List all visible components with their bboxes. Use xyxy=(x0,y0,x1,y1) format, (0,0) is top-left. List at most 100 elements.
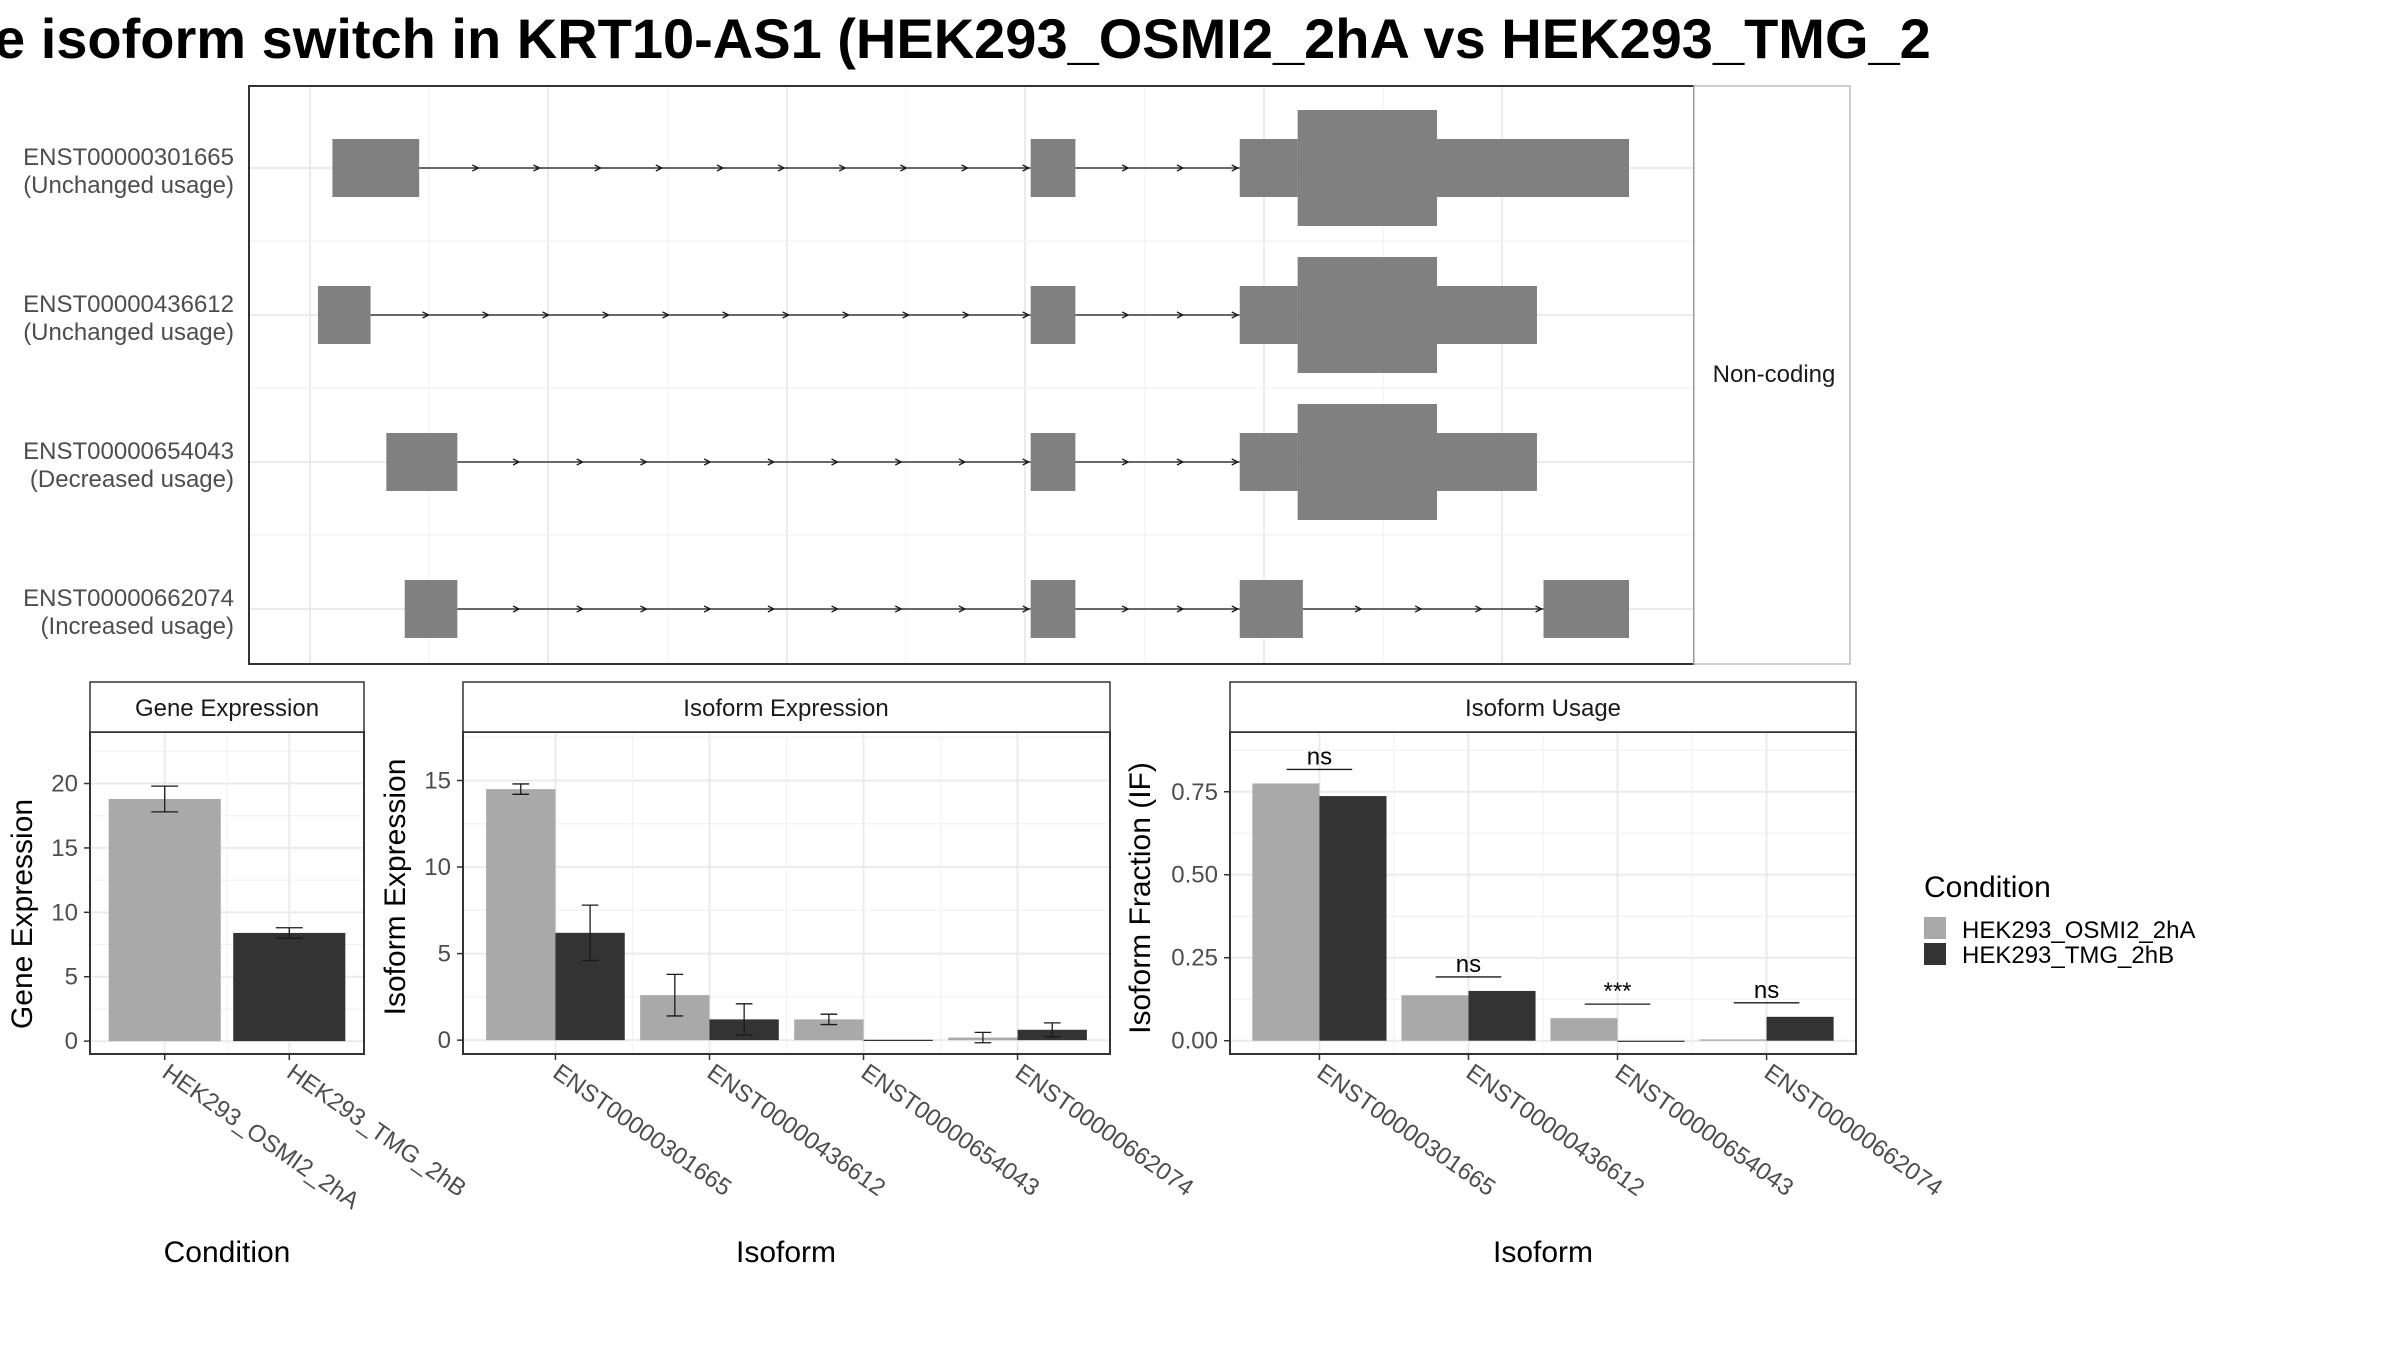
isoform-expression-y-tick-label: 10 xyxy=(424,854,451,881)
utr-exon xyxy=(1437,139,1629,197)
gene-expression-bar xyxy=(233,932,346,1042)
intron-arrow xyxy=(1022,164,1031,172)
intron-arrow xyxy=(594,164,603,172)
structure-strip xyxy=(1693,85,1851,665)
utr-exon xyxy=(1239,580,1303,638)
intron-arrow xyxy=(1176,164,1185,172)
isoform-expression-bar xyxy=(486,789,556,1041)
intron-arrow xyxy=(900,164,908,172)
isoform-usage-significance-label: ns xyxy=(1754,977,1779,1004)
intron-arrow xyxy=(1231,605,1240,613)
intron-arrow xyxy=(958,458,967,466)
utr-exon xyxy=(1437,433,1537,491)
intron-arrow xyxy=(767,605,776,613)
intron-arrow xyxy=(961,164,969,172)
intron-arrow xyxy=(894,458,903,466)
isoform-usage-status: (Decreased usage) xyxy=(30,466,234,493)
legend-label-b: HEK293_TMG_2hB xyxy=(1962,942,2174,969)
intron-arrow xyxy=(716,164,725,172)
intron-arrow xyxy=(662,311,671,319)
intron-arrow xyxy=(576,458,585,466)
intron-arrow xyxy=(512,605,521,613)
intron-arrow xyxy=(576,605,585,613)
isoform-expression-y-tick-label: 0 xyxy=(438,1027,451,1054)
utr-exon xyxy=(1239,433,1298,491)
intron-arrow xyxy=(1121,164,1130,172)
intron-arrow xyxy=(1176,458,1185,466)
intron-arrow xyxy=(482,311,491,319)
utr-exon xyxy=(404,580,458,638)
isoform-usage-bar xyxy=(1252,783,1320,1041)
legend-label-a: HEK293_OSMI2_2hA xyxy=(1962,917,2195,944)
gene-expression-x-tick-label: HEK293_OSMI2_2hA xyxy=(157,1059,364,1215)
intron-arrow xyxy=(602,311,611,319)
isoform-usage-strip-label: Isoform Usage xyxy=(1465,695,1621,722)
utr-exon xyxy=(1543,580,1629,638)
isoform-usage-x-title: Isoform xyxy=(1493,1236,1593,1269)
intron-arrow xyxy=(1535,605,1543,613)
isoform-usage-y-tick-label: 0.00 xyxy=(1171,1028,1218,1055)
intron-arrow xyxy=(894,605,903,613)
intron-arrow xyxy=(1176,311,1185,319)
intron-arrow xyxy=(1121,458,1130,466)
intron-arrow xyxy=(831,458,840,466)
isoform-label: ENST00000301665 xyxy=(23,144,234,171)
coding-exon xyxy=(1297,257,1438,373)
legend-title: Condition xyxy=(1924,871,2051,904)
intron-arrow xyxy=(640,605,648,613)
isoform-expression-bar xyxy=(794,1019,864,1041)
intron-arrow xyxy=(1231,164,1240,172)
condition-legend: Condition HEK293_OSMI2_2hA HEK293_TMG_2h… xyxy=(1924,871,2195,969)
isoform-usage-y-tick-label: 0.75 xyxy=(1171,779,1218,806)
intron-arrow xyxy=(640,458,648,466)
gene-expression-bar xyxy=(108,798,221,1042)
isoform-usage-status: (Unchanged usage) xyxy=(23,172,234,199)
isoform-expression-y-tick-label: 15 xyxy=(424,767,451,794)
gene-expression-y-tick-label: 0 xyxy=(65,1028,78,1055)
intron-arrow xyxy=(1121,311,1130,319)
intron-arrow xyxy=(1022,605,1031,613)
isoform-expression-bar xyxy=(863,1039,933,1042)
intron-arrow xyxy=(422,311,431,319)
intron-arrow xyxy=(962,311,971,319)
intron-arrow xyxy=(842,311,851,319)
isoform-usage-y-tick-label: 0.25 xyxy=(1171,945,1218,972)
utr-exon xyxy=(332,139,420,197)
intron-arrow xyxy=(1414,605,1423,613)
gene-expression-x-title: Condition xyxy=(164,1236,291,1269)
isoform-expression-y-tick-label: 5 xyxy=(438,941,451,968)
isoform-usage-bar xyxy=(1319,796,1387,1041)
utr-exon xyxy=(1030,286,1076,344)
gene-expression-y-tick-label: 5 xyxy=(65,964,78,991)
transcript-structure-panel: Non-coding ENST00000301665(Unchanged usa… xyxy=(23,85,1851,665)
gene-expression-y-tick-label: 20 xyxy=(51,771,78,798)
intron-arrow xyxy=(767,458,776,466)
isoform-label: ENST00000436612 xyxy=(23,291,234,318)
intron-arrow xyxy=(472,164,480,172)
intron-arrow xyxy=(1022,311,1031,319)
isoform-expression-x-title: Isoform xyxy=(736,1236,836,1269)
isoform-expression-strip-label: Isoform Expression xyxy=(683,695,888,722)
intron-arrow xyxy=(831,605,840,613)
intron-arrow xyxy=(655,164,664,172)
coding-exon xyxy=(1297,404,1438,520)
intron-arrow xyxy=(902,311,911,319)
intron-arrow xyxy=(722,311,731,319)
isoform-usage-significance-label: ns xyxy=(1456,951,1481,978)
utr-exon xyxy=(386,433,458,491)
utr-exon xyxy=(1030,433,1076,491)
isoform-usage-y-tick-label: 0.50 xyxy=(1171,862,1218,889)
intron-arrow xyxy=(1475,605,1483,613)
structure-strip-label: Non-coding xyxy=(1713,361,1836,388)
isoform-usage-significance-label: *** xyxy=(1604,978,1632,1005)
gene-expression-strip xyxy=(89,681,365,733)
transcript-track-ENST00000436612 xyxy=(317,257,1537,373)
utr-exon xyxy=(1239,139,1298,197)
intron-arrow xyxy=(782,311,791,319)
legend-swatch-a xyxy=(1924,917,1946,939)
transcript-track-ENST00000662074 xyxy=(404,580,1629,638)
isoform-usage-panel: 0.000.250.500.75ENST00000301665ENST00000… xyxy=(1124,681,1947,1269)
intron-arrow xyxy=(838,164,847,172)
gene-expression-y-tick-label: 10 xyxy=(51,899,78,926)
